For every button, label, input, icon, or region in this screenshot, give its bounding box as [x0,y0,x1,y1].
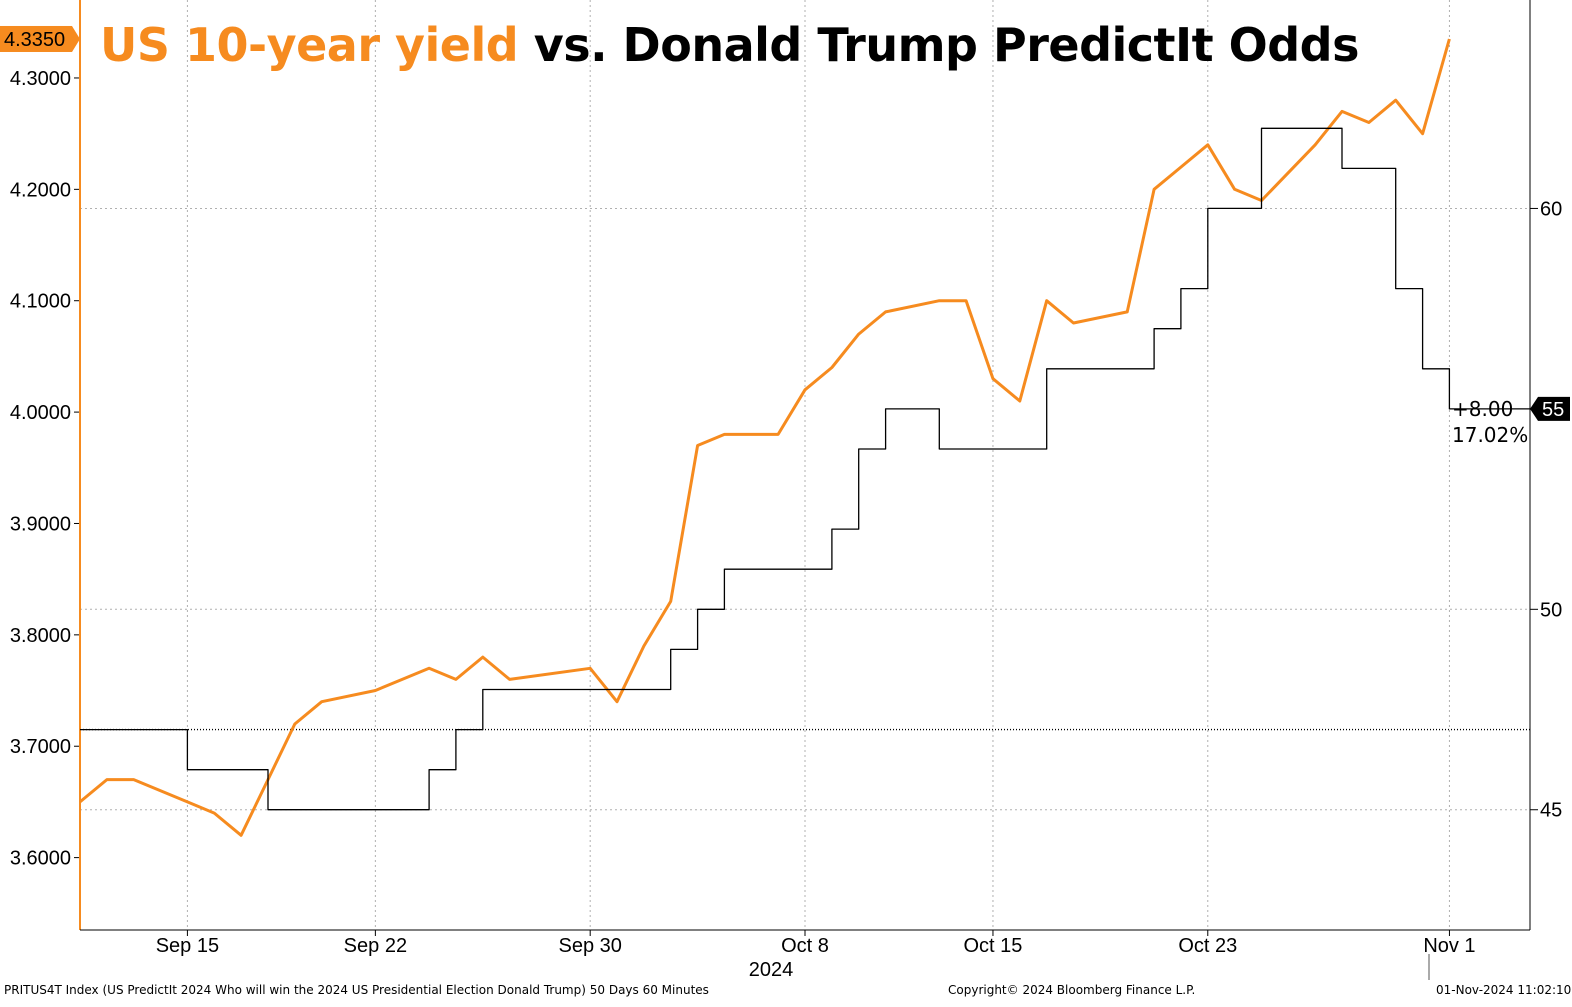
left-last-value-box [0,25,72,52]
x-tick-label: Sep 15 [156,935,219,957]
x-year-label: 2024 [749,959,794,981]
footer-copyright: Copyright© 2024 Bloomberg Finance L.P. [948,983,1196,997]
left-tick-label: 3.7000 [10,736,71,758]
x-tick-label: Sep 30 [558,935,621,957]
right-last-value-label: 55 [1542,399,1564,421]
left-tick-label: 3.8000 [10,625,71,647]
left-last-value-label: 4.3350 [4,29,65,51]
left-tick-label: 3.9000 [10,513,71,535]
yield-series-line [79,38,1451,837]
right-tick-label: 60 [1540,198,1562,220]
x-tick-label: Nov 1 [1423,935,1475,957]
right-last-value-box [1530,396,1570,421]
left-last-value-arrow [72,25,80,52]
chart-title-odds: vs. Donald Trump PredictIt Odds [518,18,1360,72]
x-tick-label: Oct 23 [1178,935,1237,957]
chart-title: US 10-year yield vs. Donald Trump Predic… [100,18,1359,72]
right-tick-label: 45 [1540,800,1562,822]
change-pct-annotation: 17.02% [1452,423,1529,447]
footer-source: PRITUS4T Index (US PredictIt 2024 Who wi… [4,983,709,997]
x-tick-label: Sep 22 [344,935,407,957]
right-tick-label: 50 [1540,599,1562,621]
left-tick-label: 4.2000 [10,179,71,201]
footer-timestamp: 01-Nov-2024 11:02:10 [1436,983,1572,997]
x-tick-label: Oct 15 [964,935,1023,957]
left-tick-label: 4.1000 [10,291,71,313]
left-tick-label: 3.6000 [10,848,71,870]
chart-title-yield: US 10-year yield [100,18,519,72]
odds-series-line [80,127,1530,811]
change-annotation: +8.00 [1452,397,1514,421]
left-tick-label: 4.0000 [10,402,71,424]
x-tick-label: Oct 8 [781,935,829,957]
left-tick-label: 4.3000 [10,68,71,90]
